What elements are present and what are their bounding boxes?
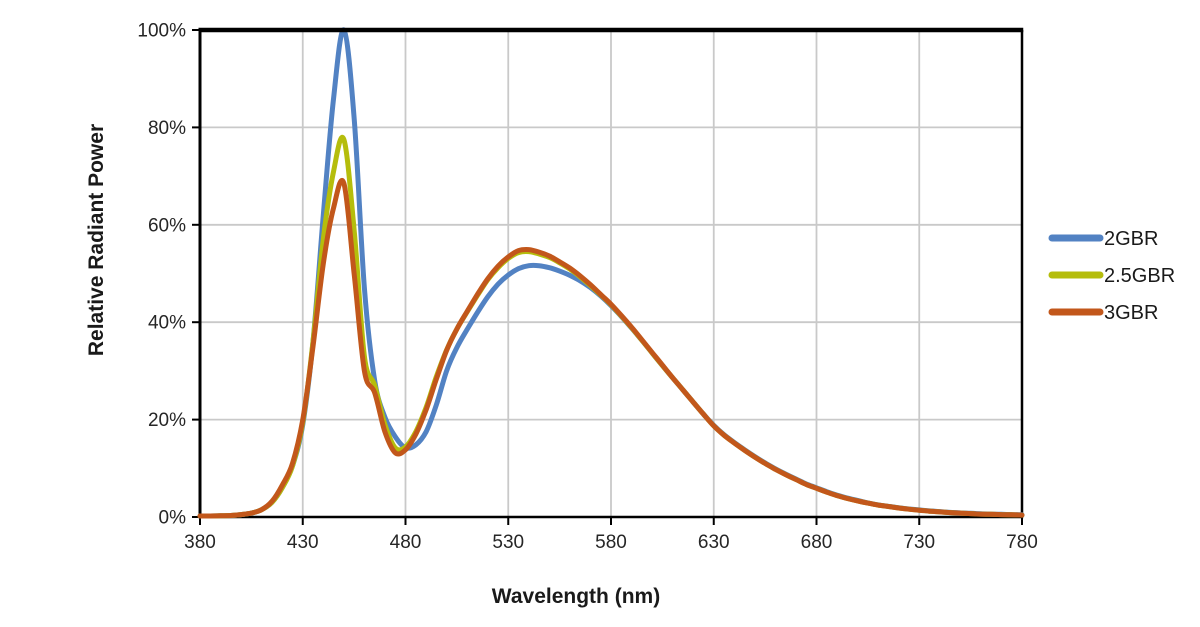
gridlines: [200, 30, 1023, 517]
y-tick-label: 0%: [159, 508, 187, 529]
x-axis-title: Wavelength (nm): [491, 585, 661, 608]
x-tick-label: 680: [801, 532, 833, 553]
x-tick-label: 430: [287, 532, 319, 553]
legend-item: 3GBR: [1048, 302, 1158, 324]
tick-labels: 380 430 480 530 580 630 680 730 780 0% 20% 40% 60% 80…: [137, 21, 1037, 554]
x-tick-label: 780: [1006, 532, 1038, 553]
x-tick-label: 480: [390, 532, 422, 553]
y-tick-label: 80%: [148, 118, 186, 139]
series-line-3GBR: [197, 178, 1025, 519]
y-tick-label: 100%: [137, 21, 186, 42]
x-tick-label: 380: [184, 532, 216, 553]
x-tick-label: 730: [903, 532, 935, 553]
legend-label: 3GBR: [1104, 302, 1158, 324]
legend-item: 2.5GBR: [1048, 265, 1175, 287]
y-axis-title: Relative Radiant Power: [85, 123, 108, 357]
series-lines: [197, 27, 1025, 519]
legend: 2GBR 2.5GBR 3GBR: [1048, 228, 1175, 324]
y-tick-label: 20%: [148, 410, 186, 431]
legend-item: 2GBR: [1048, 228, 1158, 250]
x-tick-label: 580: [595, 532, 627, 553]
legend-label: 2.5GBR: [1104, 265, 1175, 287]
legend-label: 2GBR: [1104, 228, 1158, 250]
x-tick-label: 630: [698, 532, 730, 553]
y-tick-label: 40%: [148, 313, 186, 334]
x-tick-label: 530: [492, 532, 524, 553]
axis-frame: [192, 28, 1024, 525]
y-tick-label: 60%: [148, 215, 186, 236]
